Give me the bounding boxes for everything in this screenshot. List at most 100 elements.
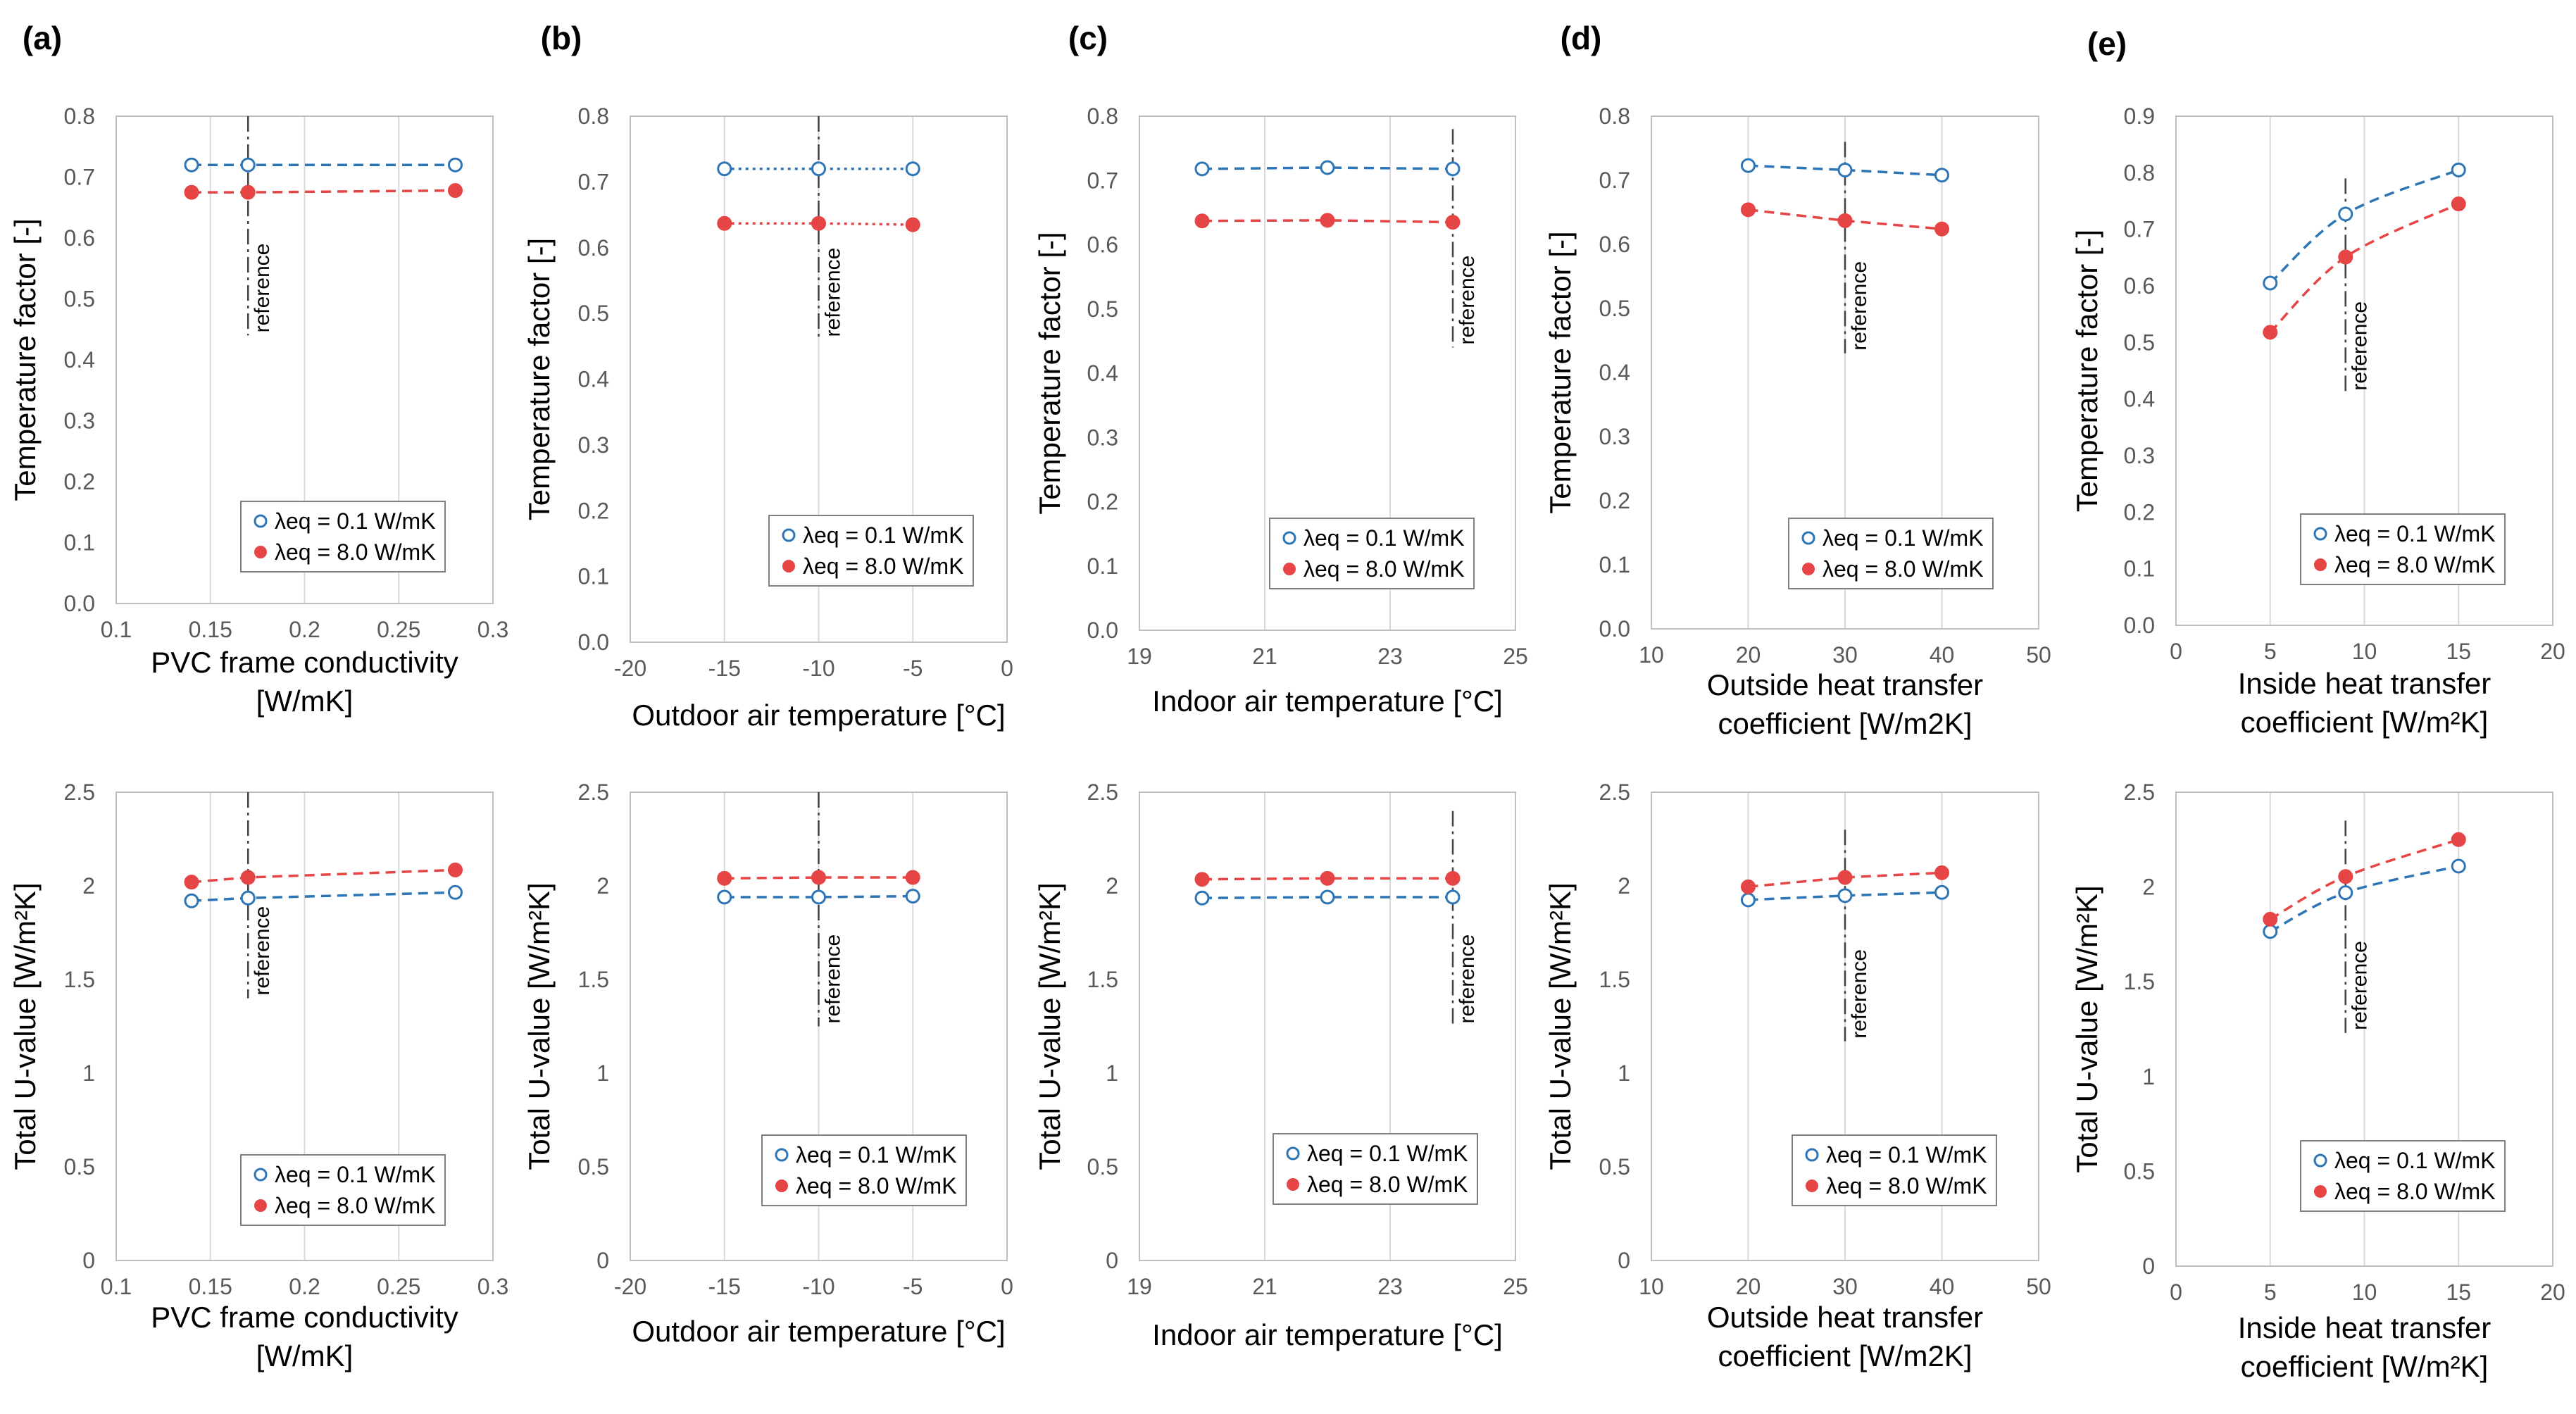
y-tick-label: 0.5	[64, 287, 95, 312]
x-tick-label: 15	[2446, 1280, 2471, 1305]
y-tick-label: 0.5	[64, 1154, 95, 1180]
x-axis-title: [W/mK]	[256, 684, 354, 718]
x-axis-title: Outside heat transfer	[1707, 1301, 1983, 1334]
x-axis-title: coefficient [W/m²K]	[2241, 706, 2489, 739]
data-point-low	[1837, 888, 1853, 903]
x-tick-label: 23	[1377, 644, 1403, 669]
x-axis-title: Outdoor air temperature [°C]	[632, 699, 1005, 732]
y-tick-label: 0.6	[2124, 273, 2155, 299]
y-tick-label: 0.8	[1087, 104, 1118, 129]
y-tick-label: 0.7	[1087, 168, 1118, 193]
y-tick-label: 1.5	[578, 967, 609, 992]
x-tick-label: 15	[2446, 639, 2471, 664]
series-line	[191, 891, 456, 903]
data-point-high	[184, 184, 199, 200]
y-tick-label: 1	[82, 1060, 95, 1086]
panel-label: (b)	[541, 20, 582, 56]
x-tick-label: -10	[802, 656, 834, 681]
data-point-high	[2338, 869, 2353, 884]
x-tick-label: 0	[2170, 1280, 2182, 1305]
legend-marker-high	[254, 546, 267, 558]
x-tick-label: 50	[2026, 1274, 2051, 1299]
plot-area	[1139, 792, 1516, 1261]
legend-marker-low	[1286, 1146, 1300, 1160]
y-tick-label: 0.6	[578, 235, 609, 261]
data-point-low	[2338, 885, 2353, 901]
data-point-low	[1445, 889, 1461, 905]
legend: λeq = 0.1 W/mK λeq = 8.0 W/mK	[761, 1134, 967, 1206]
data-point-low	[1837, 162, 1853, 177]
plot-area	[1651, 115, 2039, 630]
y-tick-label: 2	[1618, 873, 1630, 899]
legend-label-high: λeq = 8.0 W/mK	[2334, 552, 2496, 577]
data-point-low	[1320, 160, 1335, 175]
y-tick-label: 0.6	[1087, 232, 1118, 258]
reference-label: reference	[2349, 301, 2372, 391]
legend-marker-low	[2313, 1153, 2327, 1168]
legend: λeq = 0.1 W/mK λeq = 8.0 W/mK	[1273, 1133, 1478, 1205]
legend-label-high: λeq = 8.0 W/mK	[796, 1173, 957, 1199]
plot-area	[2175, 792, 2553, 1267]
y-tick-label: 2.5	[64, 780, 95, 805]
x-tick-label: 21	[1252, 644, 1277, 669]
data-point-low	[2451, 162, 2466, 177]
y-tick-label: 0	[82, 1248, 95, 1273]
data-point-high	[1320, 870, 1335, 886]
x-tick-label: 20	[1736, 642, 1761, 668]
y-tick-label: 2	[1106, 873, 1118, 899]
legend-label-high: λeq = 8.0 W/mK	[1826, 1173, 1987, 1199]
data-point-low	[811, 161, 826, 177]
x-tick-label: 50	[2026, 642, 2051, 668]
y-tick-label: 0.5	[578, 1154, 609, 1180]
x-tick-label: 0.15	[189, 617, 232, 642]
y-tick-label: 0.5	[1087, 1154, 1118, 1180]
y-tick-label: 1.5	[1599, 967, 1630, 992]
data-point-low	[1934, 884, 1949, 900]
x-tick-label: 0	[1001, 1274, 1013, 1299]
legend-marker-high	[1287, 1178, 1299, 1191]
legend-box	[1788, 518, 1994, 589]
y-tick-label: 0.6	[1599, 232, 1630, 257]
x-axis-title: Outside heat transfer	[1707, 668, 1983, 701]
series-line	[1201, 166, 1453, 170]
y-tick-label: 0.3	[1599, 424, 1630, 449]
y-tick-label: 0.2	[578, 498, 609, 523]
legend: λeq = 0.1 W/mK λeq = 8.0 W/mK	[240, 501, 446, 573]
y-tick-label: 0	[1618, 1248, 1630, 1273]
data-point-low	[717, 889, 732, 905]
data-point-high	[811, 215, 826, 231]
x-tick-label: 19	[1127, 1274, 1152, 1299]
series-line	[191, 868, 456, 884]
x-tick-label: 5	[2264, 1280, 2277, 1305]
data-point-low	[1934, 168, 1949, 183]
y-tick-label: 0.1	[1087, 553, 1118, 579]
y-tick-label: 1	[596, 1060, 609, 1086]
data-point-high	[184, 875, 199, 890]
series-line	[192, 189, 456, 194]
x-tick-label: 10	[1639, 642, 1664, 668]
data-point-high	[2451, 832, 2466, 847]
x-tick-label: 40	[1930, 1274, 1955, 1299]
x-tick-label: 0.2	[289, 617, 320, 642]
chart-c-top: 19 21 23 25 0.0 0.1 0.2 0.3 0.4 0.5 0.6 0.7 0.8 Indoo…	[1033, 20, 1528, 718]
data-point-low	[240, 157, 256, 173]
series-line	[1201, 219, 1453, 224]
data-point-low	[2263, 275, 2278, 291]
y-tick-label: 0.1	[2124, 556, 2155, 582]
legend-box	[2300, 1140, 2506, 1212]
y-tick-label: 0.5	[1087, 296, 1118, 322]
x-tick-label: -10	[802, 1274, 834, 1299]
y-tick-label: 0.0	[1087, 618, 1118, 643]
data-point-low	[2263, 924, 2278, 939]
x-tick-label: 0.2	[289, 1274, 320, 1299]
y-tick-label: 0	[1106, 1248, 1118, 1273]
data-point-low	[1194, 890, 1210, 906]
data-point-high	[1741, 879, 1756, 894]
data-point-high	[1837, 213, 1853, 228]
y-tick-label: 0.7	[578, 169, 609, 194]
legend-marker-high	[782, 560, 795, 573]
data-point-high	[905, 870, 920, 885]
y-tick-label: 0.6	[64, 225, 95, 251]
x-tick-label: 25	[1503, 644, 1528, 669]
